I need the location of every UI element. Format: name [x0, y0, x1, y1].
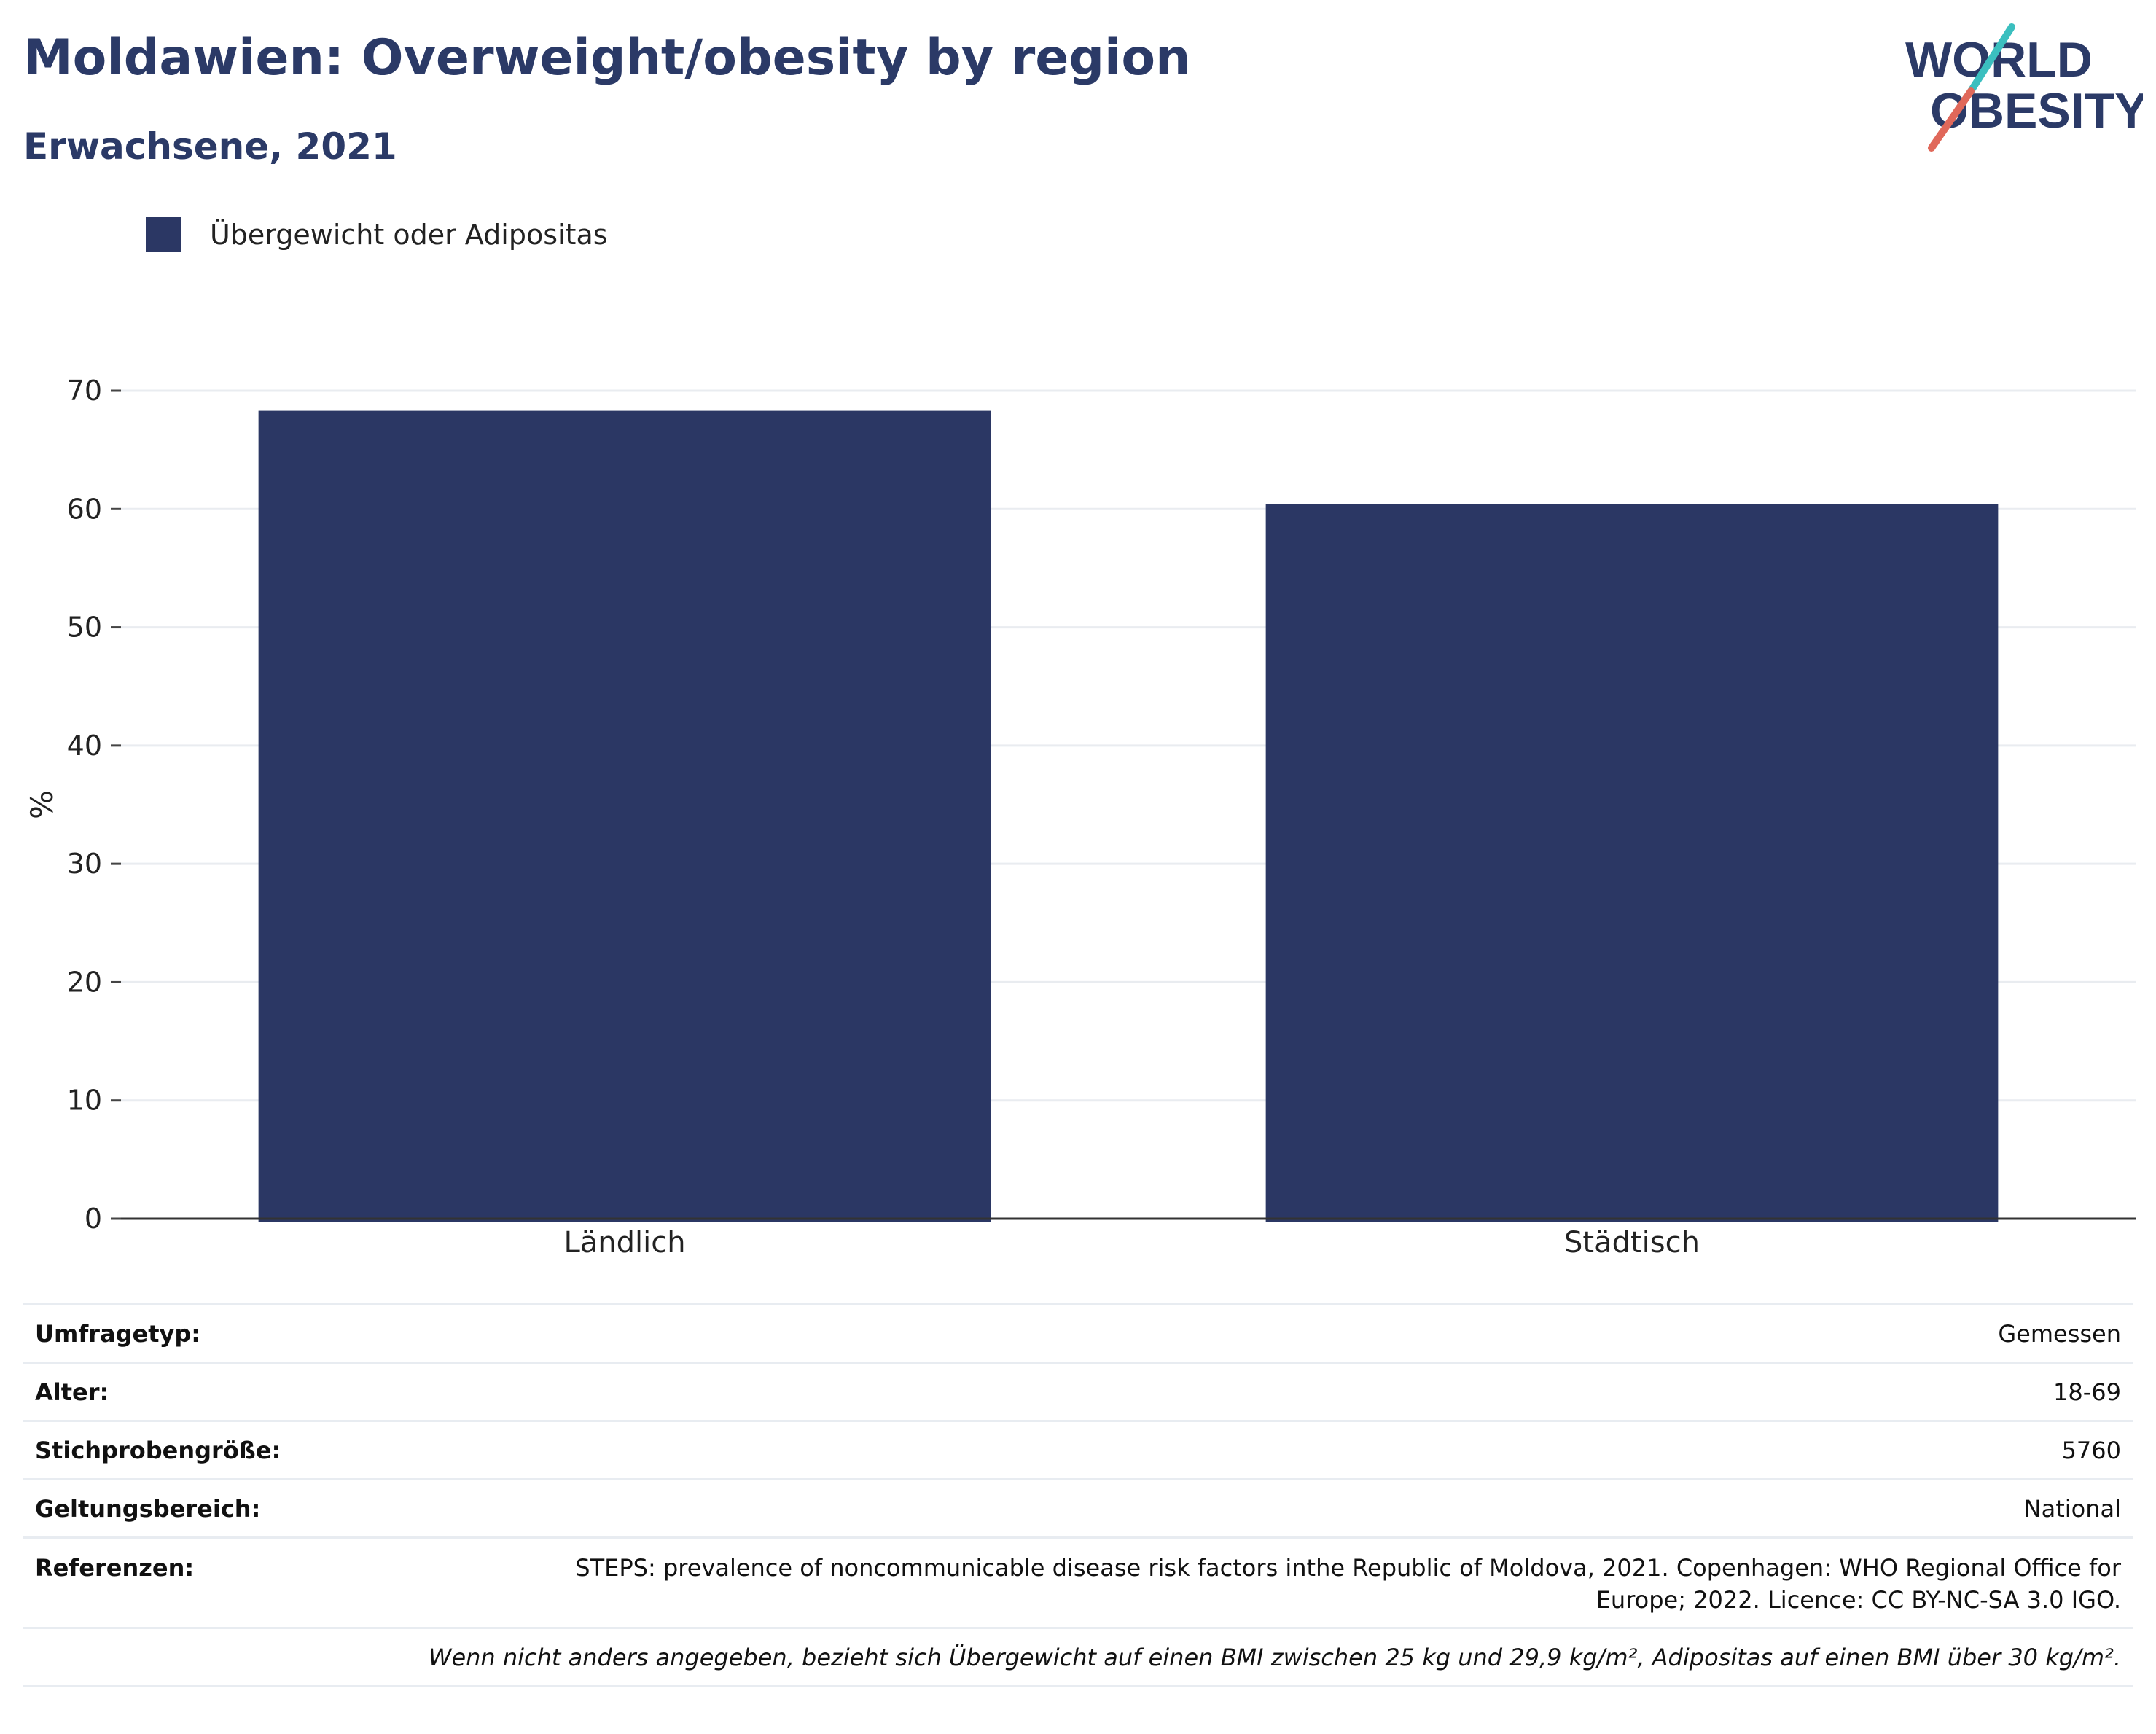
- info-key: Stichprobengröße:: [23, 1420, 332, 1480]
- footnote: Wenn nicht anders angegeben, bezieht sic…: [23, 1627, 2133, 1687]
- bar-chart: 0 10 20 30 40 50 60 70% Ländlich Städtisch: [24, 375, 2136, 1260]
- y-tick-label: 30: [67, 848, 102, 880]
- bar-1: [258, 410, 991, 1222]
- bar-2: [1265, 504, 1999, 1222]
- chart-legend[interactable]: Übergewicht oder Adipositas: [146, 217, 608, 252]
- y-tick-label: 40: [67, 730, 102, 762]
- x-tick-label: Ländlich: [563, 1226, 685, 1260]
- info-row: Stichprobengröße: 5760: [23, 1420, 2133, 1480]
- info-key: Referenzen:: [23, 1536, 332, 1628]
- chart-subtitle: Erwachsene, 2021: [23, 125, 397, 168]
- info-row-note: Wenn nicht anders angegeben, bezieht sic…: [23, 1627, 2133, 1687]
- info-value: Gemessen: [332, 1303, 2133, 1363]
- y-tick-label: 70: [67, 375, 102, 407]
- x-tick-label: Städtisch: [1564, 1226, 1700, 1260]
- info-value: National: [332, 1478, 2133, 1538]
- y-axis-label: %: [24, 790, 60, 819]
- logo-slash-top: [1967, 23, 2015, 95]
- info-row-references: Referenzen: STEPS: prevalence of noncommu…: [23, 1536, 2133, 1628]
- world-obesity-logo: WORLD OBESITY: [1905, 23, 2143, 152]
- info-row: Geltungsbereich: National: [23, 1478, 2133, 1538]
- info-value-references: STEPS: prevalence of noncommunicable dis…: [332, 1536, 2133, 1628]
- logo-slash-bottom: [1928, 87, 1975, 152]
- y-tick-label: 60: [67, 493, 102, 525]
- info-value: 18-69: [332, 1362, 2133, 1421]
- y-tick-label: 0: [85, 1203, 102, 1235]
- legend-label: Übergewicht oder Adipositas: [210, 219, 608, 251]
- reference-line-1: STEPS: prevalence of noncommunicable dis…: [575, 1554, 2121, 1582]
- y-tick-label: 20: [67, 966, 102, 998]
- info-table: Umfragetyp: Gemessen Alter: 18-69 Stichprobe…: [23, 1303, 2133, 1687]
- chart-title: Moldawien: Overweight/obesity by region: [23, 29, 1191, 87]
- info-value: 5760: [332, 1420, 2133, 1480]
- logo-line2: OBESITY: [1930, 83, 2143, 138]
- info-key: Geltungsbereich:: [23, 1478, 332, 1538]
- info-row: Alter: 18-69: [23, 1362, 2133, 1421]
- legend-swatch: [146, 217, 181, 252]
- y-tick-label: 50: [67, 612, 102, 644]
- info-row: Umfragetyp: Gemessen: [23, 1303, 2133, 1363]
- info-key: Alter:: [23, 1362, 332, 1421]
- info-key: Umfragetyp:: [23, 1303, 332, 1363]
- reference-line-2: Europe; 2022. Licence: CC BY-NC-SA 3.0 I…: [1595, 1586, 2121, 1614]
- y-tick-label: 10: [67, 1085, 102, 1117]
